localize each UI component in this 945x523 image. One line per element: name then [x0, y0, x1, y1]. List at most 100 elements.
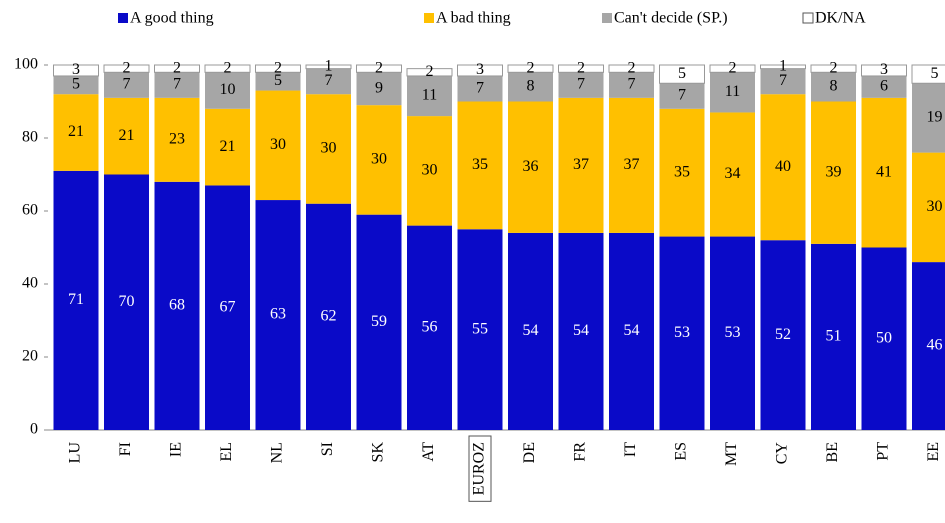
data-label: 46 [927, 337, 943, 354]
bar-segment [457, 229, 503, 430]
bar-segment [104, 97, 149, 175]
data-label: 5 [72, 76, 80, 93]
bar-segment [104, 174, 149, 430]
data-label: 41 [876, 163, 892, 180]
x-tick-label: IT [622, 442, 639, 457]
y-tick-label: 80 [22, 129, 38, 146]
legend-label: A good thing [130, 10, 214, 27]
bar-segment [810, 64, 857, 73]
bar-segment [508, 72, 553, 102]
bar-segment [356, 64, 402, 73]
y-tick-label: 60 [22, 202, 38, 219]
bar-segment [558, 232, 604, 430]
data-label: 9 [375, 79, 383, 96]
data-label: 21 [119, 127, 135, 144]
bar-segment [710, 236, 755, 430]
bar-segment [609, 72, 654, 98]
data-label: 34 [725, 165, 741, 182]
bar-segment [53, 64, 99, 77]
data-label: 8 [527, 78, 535, 95]
legend-label: A bad thing [436, 10, 511, 27]
bar-segment [508, 101, 553, 233]
data-label: 2 [224, 59, 232, 76]
x-tick-label: SK [370, 442, 387, 463]
data-label: 36 [523, 158, 539, 175]
data-label: 8 [830, 78, 838, 95]
bar-segment [508, 232, 553, 430]
bar-segment [608, 64, 655, 73]
bar-segment [154, 64, 200, 73]
data-label: 2 [426, 63, 434, 80]
bar-segment [457, 75, 503, 102]
legend-label: Can't decide (SP.) [614, 10, 728, 27]
legend-swatch [802, 12, 814, 24]
bar-segment [305, 64, 352, 70]
legend-label: DK/NA [815, 10, 866, 27]
x-tick-label: FR [572, 442, 589, 462]
legend-swatch [424, 13, 434, 23]
data-label: 7 [123, 76, 131, 93]
bar-segment [659, 236, 705, 430]
bar-segment [255, 200, 301, 430]
y-tick-label: 20 [22, 348, 38, 365]
bar-segment [760, 94, 806, 241]
data-label: 54 [523, 322, 539, 339]
data-label: 55 [472, 320, 488, 337]
bar-segment [255, 90, 301, 201]
bar-segment [912, 152, 945, 263]
bar-segment [255, 72, 301, 91]
data-label: 11 [422, 87, 437, 104]
bar-segment [659, 108, 705, 237]
bar-segment [53, 94, 99, 171]
bar-segment [53, 170, 99, 430]
bar-segment [760, 240, 806, 430]
bar-segment [457, 64, 503, 77]
bar-segment [306, 94, 351, 204]
y-tick-label: 0 [30, 421, 38, 438]
bar-segment [911, 64, 945, 84]
bar-segment [306, 203, 351, 430]
bar-segment [760, 68, 806, 95]
data-label: 21 [220, 138, 236, 155]
bar-segment [609, 232, 654, 430]
bar-segment [760, 64, 806, 70]
bar-segment [710, 112, 755, 237]
bar-segment [406, 68, 453, 77]
data-label: 52 [775, 326, 791, 343]
data-label: 7 [678, 87, 686, 104]
bar-segment [356, 214, 402, 430]
data-label: 2 [123, 59, 131, 76]
data-label: 37 [624, 156, 640, 173]
data-label: 63 [270, 306, 286, 323]
data-label: 2 [173, 59, 181, 76]
data-label: 70 [119, 293, 135, 310]
bar-segment [811, 101, 856, 244]
data-label: 2 [729, 59, 737, 76]
data-label: 59 [371, 313, 387, 330]
data-label: 1 [325, 57, 333, 74]
x-tick-label: NL [269, 442, 286, 463]
data-label: 5 [274, 72, 282, 89]
legend-swatch [118, 13, 128, 23]
highlight-box [468, 435, 492, 502]
bar-segment [407, 225, 452, 430]
bar-segment [356, 72, 402, 106]
bar-segment [558, 64, 604, 73]
bar-segment [507, 64, 554, 73]
data-label: 23 [169, 130, 185, 147]
data-label: 19 [927, 109, 943, 126]
data-label: 2 [577, 59, 585, 76]
data-label: 21 [68, 123, 84, 140]
data-label: 7 [325, 72, 333, 89]
data-label: 6 [880, 78, 888, 95]
data-label: 53 [674, 324, 690, 341]
data-label: 37 [573, 156, 589, 173]
data-label: 2 [830, 59, 838, 76]
data-label: 30 [422, 162, 438, 179]
bar-segment [154, 97, 200, 182]
bar-segment [558, 72, 604, 98]
data-label: 30 [927, 198, 943, 215]
bar-segment [407, 75, 452, 117]
data-label: 35 [674, 163, 690, 180]
